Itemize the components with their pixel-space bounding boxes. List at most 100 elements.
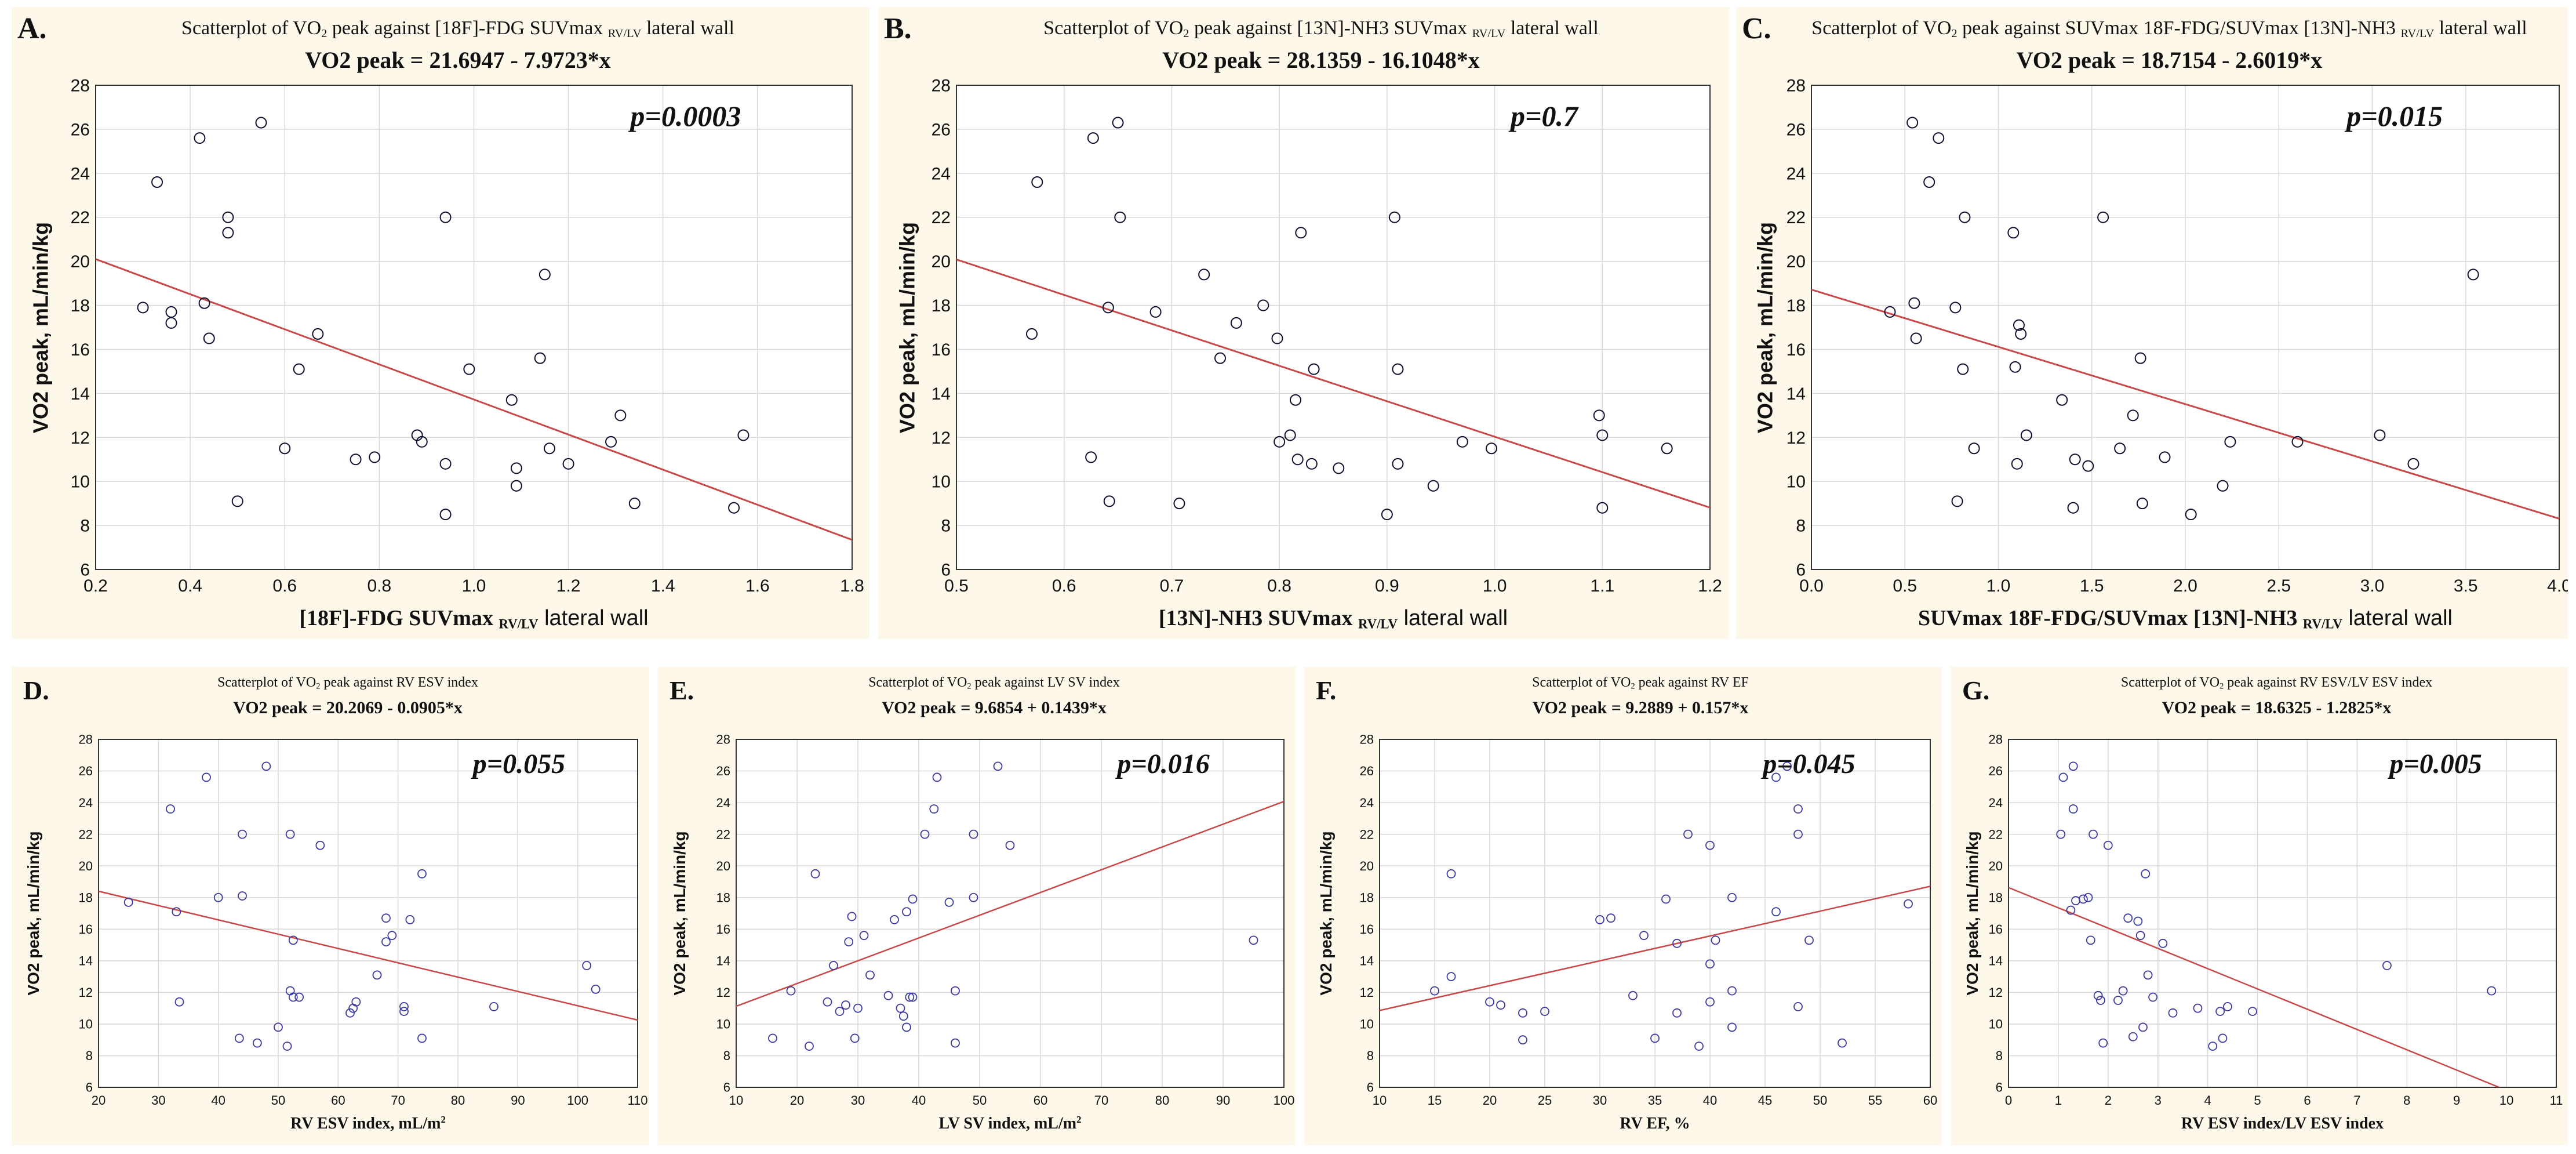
y-tick-label: 6 [1796, 561, 1806, 580]
data-point [2127, 409, 2139, 422]
y-tick-label: 28 [1989, 732, 2003, 747]
y-tick-label: 26 [1989, 764, 2003, 778]
panel-g: G. Scatterplot of VO2 peak against RV ESV… [1951, 667, 2568, 1145]
scatter-plot: 6 8 10 12 14 16 18 20 22 24 26 28 20 30 40 50 60 70 80 90 10… [79, 732, 648, 1108]
data-point [2135, 931, 2145, 941]
y-tick-label: 18 [1360, 890, 1374, 905]
data-point [2487, 986, 2497, 996]
data-point [2067, 502, 2079, 514]
data-point [1392, 363, 1404, 375]
data-point [1456, 436, 1468, 448]
y-tick-label: 22 [716, 827, 730, 841]
y-tick-label: 14 [932, 384, 951, 404]
x-tick-label: 1 [2055, 1093, 2062, 1108]
data-point [1518, 1035, 1527, 1045]
data-point [1771, 772, 1781, 782]
data-point [1087, 132, 1099, 144]
y-tick-label: 24 [71, 164, 90, 183]
panel-e: E. Scatterplot of VO2 peak against LV SV … [658, 667, 1296, 1145]
data-point [1727, 986, 1737, 996]
x-tick-label: 60 [1923, 1093, 1937, 1108]
data-point [387, 931, 397, 941]
data-point [1430, 986, 1439, 996]
x-tick-label: 30 [151, 1093, 165, 1108]
data-point [1672, 938, 1682, 948]
x-tick-label: 50 [973, 1093, 987, 1108]
data-point [166, 804, 175, 814]
x-tick-label: 0.4 [178, 576, 202, 596]
data-point [1705, 959, 1715, 969]
y-tick-label: 20 [71, 252, 90, 271]
data-point [1114, 211, 1126, 223]
x-tick-label: 20 [790, 1093, 804, 1108]
data-point [1274, 436, 1286, 448]
data-point [282, 1041, 292, 1051]
y-tick-label: 24 [79, 796, 93, 810]
data-point [1727, 1022, 1737, 1032]
p-value-annotation: p=0.0003 [628, 100, 741, 132]
data-point [255, 117, 267, 129]
panel-letter: G. [1962, 676, 1990, 705]
data-point [2097, 211, 2109, 223]
panel-d: D. Scatterplot of VO2 peak against RV ESV… [12, 667, 649, 1145]
y-tick-label: 18 [71, 296, 90, 315]
data-point [1949, 302, 1962, 314]
regression-formula: VO2 peak = 28.1359 - 16.1048*x [1162, 47, 1480, 73]
y-tick-label: 22 [79, 827, 93, 841]
data-point [2123, 913, 2133, 923]
data-point [399, 1002, 409, 1011]
data-point [1650, 1033, 1660, 1043]
y-tick-label: 26 [932, 120, 951, 139]
data-point [1782, 761, 1792, 771]
p-value-annotation: p=0.055 [471, 749, 565, 779]
data-point [1112, 117, 1124, 129]
data-point [234, 1033, 244, 1043]
data-point [2082, 460, 2094, 472]
data-point [614, 409, 627, 422]
data-point [288, 935, 298, 945]
x-tick-label: 40 [912, 1093, 926, 1108]
y-tick-label: 22 [1360, 827, 1374, 841]
y-tick-label: 24 [1360, 796, 1374, 810]
data-point [2068, 761, 2078, 771]
data-point [920, 829, 930, 839]
y-tick-label: 6 [1367, 1080, 1374, 1095]
x-tick-label: 15 [1428, 1093, 1442, 1108]
data-point [1486, 442, 1497, 455]
data-point [1593, 409, 1605, 422]
data-point [222, 227, 234, 239]
data-point [1705, 997, 1715, 1007]
data-point [2058, 772, 2068, 782]
y-tick-label: 10 [932, 473, 951, 492]
data-point [883, 990, 893, 1000]
y-tick-label: 6 [941, 561, 951, 580]
x-axis-label: RV ESV index, mL/m2 [290, 1114, 446, 1133]
data-point [768, 1033, 777, 1043]
data-point [2089, 829, 2098, 839]
x-tick-label: 3.0 [2360, 576, 2385, 596]
data-point [847, 912, 857, 921]
data-point [1596, 502, 1609, 514]
y-tick-label: 18 [1787, 296, 1806, 315]
data-point [1333, 462, 1345, 474]
data-point [151, 176, 163, 188]
data-point [2185, 509, 2197, 521]
data-point [2009, 361, 2021, 373]
x-axis-label: [18F]-FDG SUVmax RV/LV lateral wall [299, 606, 649, 632]
scatter-plot: 6 8 10 12 14 16 18 20 22 24 26 28 0.0 0.5 1.0 1.5 2.0 2.5… [1787, 77, 2568, 596]
data-point [786, 986, 796, 996]
x-tick-label: 55 [1868, 1093, 1882, 1108]
data-point [853, 1003, 863, 1013]
data-point [1249, 935, 1258, 945]
y-tick-label: 16 [1989, 922, 2003, 937]
data-point [2020, 429, 2032, 441]
data-point [1305, 458, 1318, 470]
data-point [381, 913, 391, 923]
data-point [123, 898, 133, 907]
data-point [1793, 829, 1803, 839]
y-axis-label: VO2 peak, mL/min/kg [24, 831, 42, 996]
data-point [2068, 804, 2078, 814]
regression-formula: VO2 peak = 20.2069 - 0.0905*x [233, 698, 463, 717]
data-point [844, 937, 854, 946]
data-point [1257, 299, 1269, 311]
